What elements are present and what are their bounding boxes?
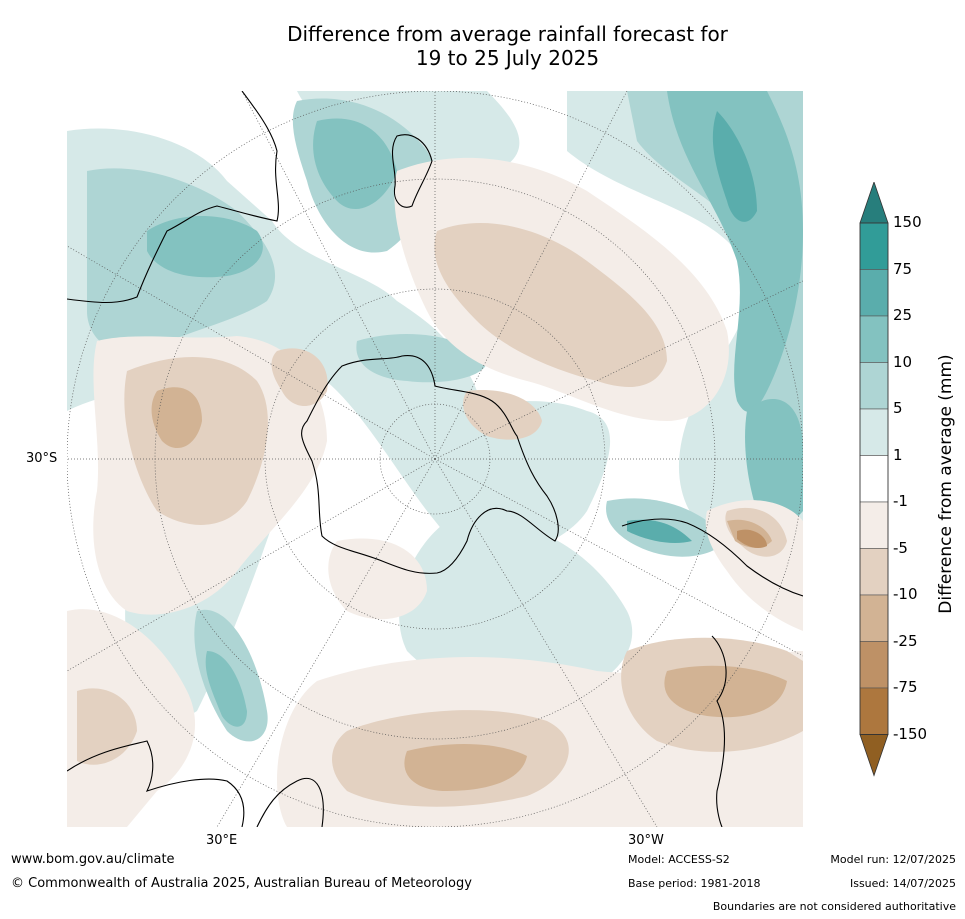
colorbar-swatch-m10-m25 [859,594,889,642]
colorbar-title: Difference from average (mm) [936,354,956,614]
new-zealand-coastline [391,134,433,208]
rainfall-anomaly-map [67,91,803,827]
colorbar-tick-label: 5 [893,399,903,417]
footer-model-run: Model run: 12/07/2025 [830,853,956,866]
latitude-label-30s: 30°S [26,451,58,466]
colorbar-swatch-neutral [859,455,889,503]
southern-africa-coastline [256,777,324,827]
footer-copyright: © Commonwealth of Australia 2025, Austra… [11,876,472,891]
colorbar-swatch-m1-m5 [859,501,889,549]
colorbar-tick-label: -5 [893,538,908,557]
footer-model: Model: ACCESS-S2 [628,853,730,866]
colorbar-swatch-25-75 [859,269,889,317]
colorbar-tick-label: 150 [893,213,922,231]
colorbar-swatch-m75-m150 [859,687,889,735]
colorbar-extend-high [859,182,889,224]
title-line-2: 19 to 25 July 2025 [415,46,600,70]
graticule [67,91,803,827]
colorbar-swatch-10-25 [859,315,889,363]
south-america-coastline [621,518,803,597]
very-dry-regions [737,529,767,549]
colorbar-tick-label: 75 [893,259,913,278]
footer-base-period: Base period: 1981-2018 [628,877,761,890]
footer-disclaimer: Boundaries are not considered authoritat… [712,900,956,913]
colorbar-frame [859,222,889,735]
colorbar-tick-label: 1 [893,445,903,464]
colorbar-swatch-m5-m10 [859,548,889,596]
colorbar-tick-label: -75 [893,678,918,696]
africa-coastline [67,740,245,827]
antarctica-coastline [301,355,559,574]
longitude-label-30e: 30°E [206,833,238,848]
colorbar-tick-label: -150 [893,724,928,743]
colorbar-swatch-m25-m75 [859,641,889,689]
colorbar-swatch-1-5 [859,408,889,456]
colorbar-tick-label: -10 [893,585,918,603]
australia-coastline [67,91,279,303]
footer-issued: Issued: 14/07/2025 [849,877,956,890]
colorbar-tick-label: -25 [893,631,918,650]
south-america-east-coast [711,635,727,827]
very-wet-regions [627,111,757,543]
title-line-1: Difference from average rainfall forecas… [287,22,728,46]
strong-dry-regions [151,387,787,791]
colorbar-swatch-75-150 [859,222,889,270]
footer-url: www.bom.gov.au/climate [11,852,175,867]
colorbar-tick-label: -1 [893,492,908,510]
coastlines [67,91,803,827]
colorbar-tick-label: 25 [893,306,913,324]
colorbar-tick-label: 10 [893,352,913,371]
map-title: Difference from average rainfall forecas… [0,22,965,70]
colorbar [859,182,889,777]
longitude-label-30w: 30°W [628,833,664,848]
colorbar-swatch-5-10 [859,362,889,410]
colorbar-extend-low [859,734,889,777]
